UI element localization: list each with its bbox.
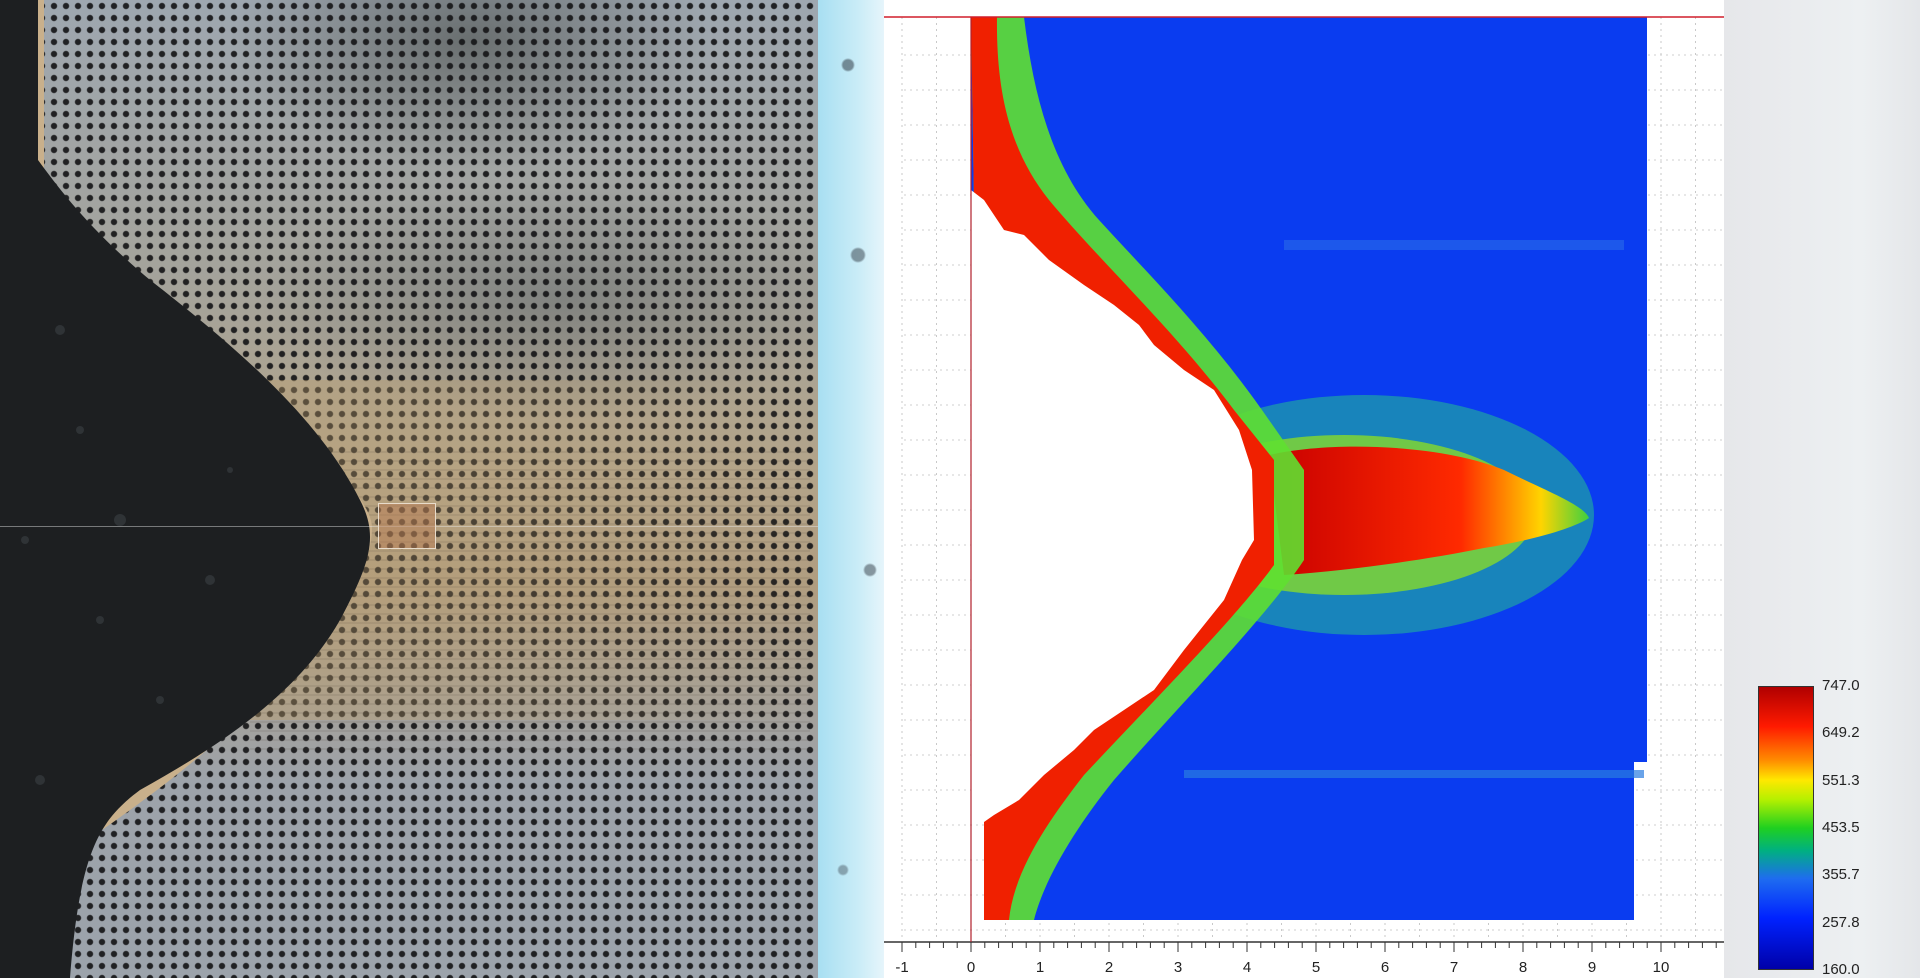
- heatmap-svg: -1 0 1 2 3 4 5 6 7 8 9 10: [884, 16, 1724, 976]
- color-scale-label: 747.0: [1822, 677, 1860, 694]
- x-tick-label: 6: [1381, 959, 1389, 976]
- color-scale-label: 160.0: [1822, 961, 1860, 978]
- color-scale-label: 551.3: [1822, 771, 1860, 789]
- void-speckles: [21, 325, 233, 785]
- x-tick-label: 5: [1312, 959, 1320, 976]
- hotspot: [1269, 446, 1589, 575]
- x-tick-label: 0: [967, 959, 975, 976]
- notch-overlay: [0, 0, 372, 978]
- color-scale-bar: [1758, 686, 1814, 970]
- overlay-strip: [818, 0, 884, 978]
- x-tick-label: 2: [1105, 959, 1113, 976]
- x-tick-label: 8: [1519, 959, 1527, 976]
- color-scale-label: 257.8: [1822, 913, 1860, 931]
- x-ticks: [901, 942, 1717, 952]
- selection-box[interactable]: [378, 503, 436, 549]
- crosshair-line: [0, 526, 818, 527]
- color-scale-label: 453.5: [1822, 819, 1860, 836]
- x-tick-label: 1: [1036, 959, 1044, 976]
- field-band: [1184, 770, 1644, 778]
- x-tick-label: 3: [1174, 959, 1182, 976]
- x-tick-labels: -1 0 1 2 3 4 5 6 7 8 9 10: [895, 959, 1669, 976]
- sample-micrograph: [0, 0, 818, 978]
- x-tick-label: 9: [1588, 959, 1596, 976]
- x-tick-label: 7: [1450, 959, 1458, 976]
- x-tick-label: 4: [1243, 959, 1251, 976]
- x-tick-label: 10: [1653, 959, 1670, 976]
- x-tick-label: -1: [895, 959, 908, 976]
- color-scale-label: 355.7: [1822, 866, 1860, 884]
- heatmap-chart: -1 0 1 2 3 4 5 6 7 8 9 10: [884, 0, 1724, 978]
- no-data-region: [971, 190, 1254, 822]
- field-band: [1284, 240, 1624, 250]
- color-scale-label: 649.2: [1822, 724, 1860, 742]
- notch-void: [0, 0, 371, 978]
- right-margin: [1724, 0, 1920, 978]
